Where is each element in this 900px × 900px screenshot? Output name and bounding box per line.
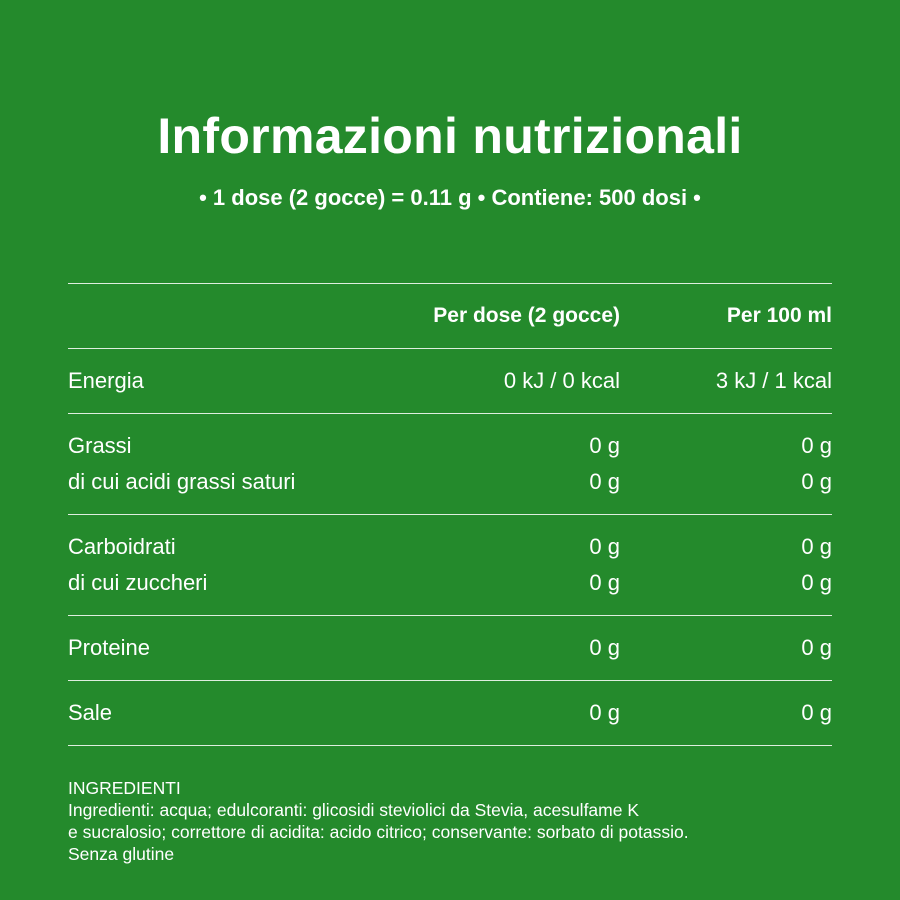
table-divider (68, 283, 832, 284)
row-per-dose: 0 g (589, 534, 620, 559)
ingredients-heading: INGREDIENTI (68, 778, 181, 798)
section-protein: Proteine 0 g 0 g (68, 616, 832, 680)
table-row: Carboidrati 0 g 0 g (68, 529, 832, 565)
serving-info: • 1 dose (2 gocce) = 0.11 g • Contiene: … (199, 185, 701, 210)
row-label: di cui acidi grassi saturi (68, 469, 296, 494)
table-row: di cui zuccheri 0 g 0 g (68, 565, 832, 601)
row-per-dose: 0 g (589, 700, 620, 725)
nutrition-table: Per dose (2 gocce) Per 100 ml Energia 0 … (68, 283, 832, 746)
table-row: Proteine 0 g 0 g (68, 630, 832, 666)
row-per-100ml: 3 kJ / 1 kcal (715, 368, 832, 393)
row-per-dose: 0 g (589, 469, 620, 494)
table-divider (68, 514, 832, 515)
row-per-dose: 0 kJ / 0 kcal (503, 368, 620, 393)
row-label: di cui zuccheri (68, 570, 208, 595)
section-carbs: Carboidrati 0 g 0 g di cui zuccheri 0 g … (68, 515, 832, 615)
row-label: Sale (68, 700, 113, 725)
table-row: Grassi 0 g 0 g (68, 428, 832, 464)
row-per-dose: 0 g (589, 433, 620, 458)
table-row: di cui acidi grassi saturi 0 g 0 g (68, 464, 832, 500)
table-row: Energia 0 kJ / 0 kcal 3 kJ / 1 kcal (68, 363, 832, 399)
row-per-dose: 0 g (589, 635, 620, 660)
gluten-free-note: Senza glutine (68, 844, 175, 864)
section-energy: Energia 0 kJ / 0 kcal 3 kJ / 1 kcal (68, 349, 832, 413)
section-salt: Sale 0 g 0 g (68, 681, 832, 745)
row-label: Proteine (68, 635, 150, 660)
row-per-100ml: 0 g (801, 433, 832, 458)
row-per-100ml: 0 g (801, 635, 832, 660)
table-row: Sale 0 g 0 g (68, 695, 832, 731)
table-header-row: Per dose (2 gocce) Per 100 ml (68, 284, 832, 348)
row-per-100ml: 0 g (801, 700, 832, 725)
table-divider (68, 348, 832, 349)
header-per-dose: Per dose (2 gocce) (433, 304, 620, 327)
row-per-100ml: 0 g (801, 469, 832, 494)
ingredients-block: INGREDIENTI Ingredienti: acqua; edulcora… (68, 777, 868, 865)
table-divider (68, 745, 832, 746)
nutrition-title: Informazioni nutrizionali (157, 108, 743, 164)
ingredients-line: e sucralosio; correttore di acidita: aci… (68, 822, 689, 842)
row-per-100ml: 0 g (801, 534, 832, 559)
table-divider (68, 680, 832, 681)
row-label: Carboidrati (68, 534, 176, 559)
table-divider (68, 615, 832, 616)
row-label: Grassi (68, 433, 132, 458)
ingredients-line: Ingredienti: acqua; edulcoranti: glicosi… (68, 800, 640, 820)
section-fats: Grassi 0 g 0 g di cui acidi grassi satur… (68, 414, 832, 514)
header-per-100ml: Per 100 ml (726, 304, 832, 327)
row-per-dose: 0 g (589, 570, 620, 595)
row-label: Energia (68, 368, 144, 393)
row-per-100ml: 0 g (801, 570, 832, 595)
table-divider (68, 413, 832, 414)
